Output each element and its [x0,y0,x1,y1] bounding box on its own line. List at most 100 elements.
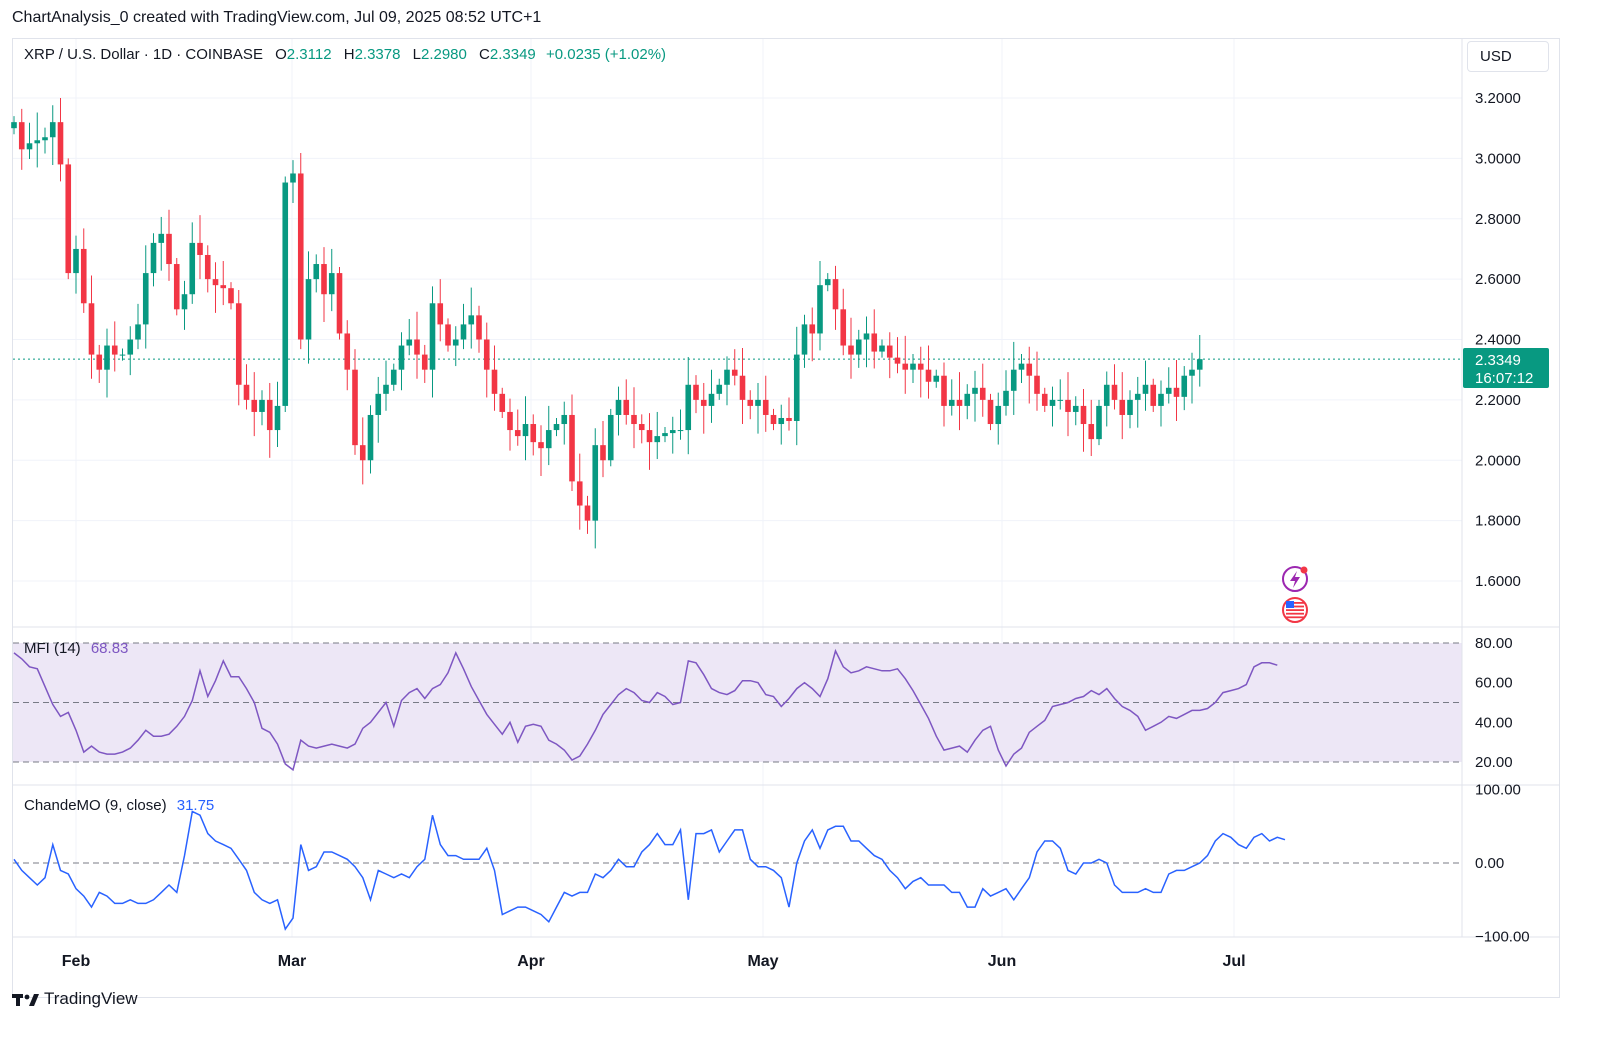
candle-body [685,384,692,431]
candle-body [623,399,630,415]
mfi-series-path [13,648,1278,772]
candle-body [902,363,909,370]
candle-body [34,140,41,144]
candle-body [824,279,831,286]
candle-body [507,411,513,431]
price-tick-label: 1.6000 [1475,573,1521,590]
candle-body [654,436,661,443]
candle-body [197,242,203,255]
candle-body [375,393,382,415]
time-tick-label: May [747,953,778,970]
candle-body [1142,384,1149,394]
candle-body [1181,375,1188,397]
price-tick-label: 2.2000 [1475,392,1521,409]
candle-body [1134,393,1141,400]
candle-body [1103,384,1110,406]
currency-selector[interactable]: USD [1467,41,1549,72]
candle-body [600,445,606,461]
candle-body [592,445,599,521]
candle-body [538,442,544,449]
candle-body [941,375,947,406]
close-value: 2.3349 [489,46,536,63]
candle-body [181,294,188,310]
candle-body [1018,363,1025,370]
flag-stripe [1286,605,1304,608]
candle-body [972,387,978,394]
cmo-line [13,810,1286,931]
candle-body [964,393,971,406]
time-tick-label: Jul [1222,953,1245,970]
open-label: O [275,46,287,63]
candle-body [313,264,320,280]
symbol-title[interactable]: XRP / U.S. Dollar · 1D · COINBASE [24,46,263,63]
candle-body [1196,359,1203,370]
candle-body [708,393,715,406]
chart-frame [12,38,1560,998]
candle-body [553,424,560,431]
candle-body [700,399,707,406]
candle-body [437,303,444,325]
candle-body [127,339,134,355]
candle-body [786,417,792,422]
cmo-legend[interactable]: ChandeMO (9, close) 31.75 [24,797,214,814]
event-markers[interactable] [1282,566,1308,623]
candle-body [1034,375,1040,394]
mfi-legend[interactable]: MFI (14) 68.83 [24,640,128,657]
candle-body [429,303,436,370]
candle-body [1158,393,1164,406]
candle-body [204,254,211,280]
candle-body [522,424,529,437]
candle-body [274,405,281,431]
candle-body [886,345,893,358]
candle-body [57,122,64,165]
candle-body [80,248,87,304]
candle-body [879,345,885,352]
high-value: 2.3378 [354,46,401,63]
close-label: C [479,46,490,63]
candle-body [762,399,769,415]
candle-body [631,414,637,425]
candle-body [832,279,839,310]
cmo-value: 31.75 [176,797,215,814]
candle-body [770,414,777,425]
lightning-bolt-shape [1290,571,1300,588]
candle-body [460,324,467,340]
candle-body [1127,399,1133,415]
candle-body [530,424,537,443]
cmo-tick-label: 0.00 [1475,855,1504,872]
candle-body [716,384,723,394]
candle-body [1119,399,1126,415]
candle-body [724,369,730,385]
candle-body [383,384,389,394]
flag-stripe [1286,609,1304,611]
candle-body [855,339,862,355]
tradingview-footer[interactable]: TradingView [12,989,138,1009]
flag-canton [1286,601,1294,608]
candle-body [871,333,878,352]
candle-body [584,505,591,521]
candle-body [925,369,932,382]
candle-body [1010,369,1017,391]
main-legend: XRP / U.S. Dollar · 1D · COINBASE O2.311… [24,46,666,63]
candle-body [662,433,668,437]
low-label: L [412,46,421,63]
price-badge-countdown: 16:07:12 [1475,370,1533,387]
candle-body [104,345,110,370]
price-tick-label: 2.0000 [1475,452,1521,469]
candle-body [514,430,521,437]
high-label: H [343,46,355,63]
candle-body [1189,369,1195,376]
flag-stripe [1286,602,1304,604]
open-value: 2.3112 [286,46,332,63]
candle-body [917,363,924,370]
candle-body [499,393,506,412]
candle-body [1065,399,1071,412]
candle-body [1111,384,1118,400]
candle-body [677,430,684,432]
candle-body [189,242,196,295]
candle-body [142,273,149,325]
candlestick-series [11,98,1203,549]
candle-body [290,173,296,183]
